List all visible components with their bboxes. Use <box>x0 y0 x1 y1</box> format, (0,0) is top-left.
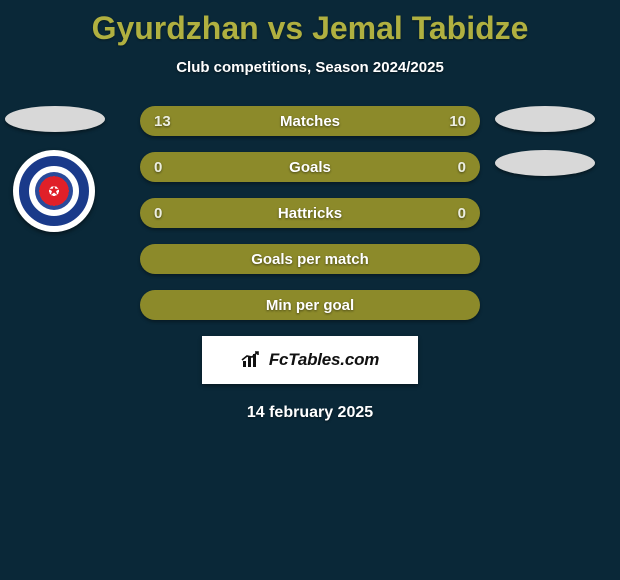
stat-label: Goals <box>289 159 331 176</box>
stat-row-goals: 0 Goals 0 <box>140 152 480 182</box>
player-left-avatar-placeholder <box>5 106 105 132</box>
season-subtitle: Club competitions, Season 2024/2025 <box>0 59 620 76</box>
stat-rows: 13 Matches 10 0 Goals 0 0 Hattricks 0 Go… <box>140 106 480 320</box>
club-badge-left: ★ <box>13 150 95 232</box>
date-label: 14 february 2025 <box>0 404 620 422</box>
stat-left-value: 0 <box>154 205 162 222</box>
player-left-column: ★ <box>5 106 115 232</box>
stat-right-value: 10 <box>449 113 466 130</box>
club-badge-star-icon: ★ <box>48 182 61 199</box>
stat-label: Matches <box>280 113 340 130</box>
stat-row-goals-per-match: Goals per match <box>140 244 480 274</box>
stat-row-min-per-goal: Min per goal <box>140 290 480 320</box>
stat-label: Min per goal <box>266 297 354 314</box>
stat-label: Goals per match <box>251 251 369 268</box>
stat-right-value: 0 <box>458 205 466 222</box>
bar-chart-icon <box>241 351 263 369</box>
player-right-column <box>495 106 605 194</box>
player-right-avatar-placeholder-2 <box>495 150 595 176</box>
brand-text: FcTables.com <box>269 350 379 370</box>
page-title: Gyurdzhan vs Jemal Tabidze <box>0 0 620 47</box>
player-right-avatar-placeholder-1 <box>495 106 595 132</box>
comparison-panel: ★ 13 Matches 10 0 Goals 0 0 Hattricks 0 … <box>0 106 620 422</box>
stat-label: Hattricks <box>278 205 342 222</box>
brand-logo[interactable]: FcTables.com <box>202 336 418 384</box>
stat-row-hattricks: 0 Hattricks 0 <box>140 198 480 228</box>
stat-row-matches: 13 Matches 10 <box>140 106 480 136</box>
stat-left-value: 13 <box>154 113 171 130</box>
stat-left-value: 0 <box>154 159 162 176</box>
stat-right-value: 0 <box>458 159 466 176</box>
